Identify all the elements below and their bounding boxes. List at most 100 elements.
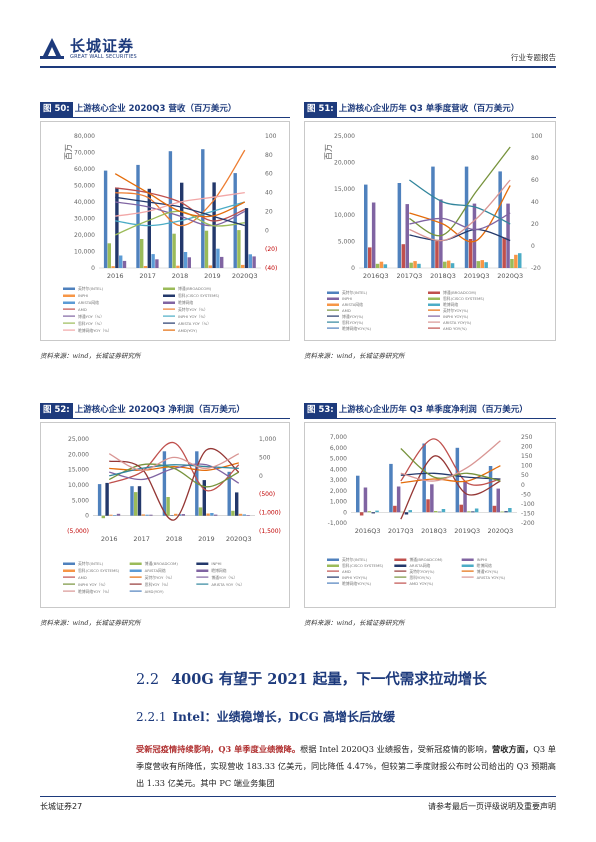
y-tick-label: 10,000 xyxy=(74,249,95,256)
legend-swatch xyxy=(394,558,407,561)
bar-s0-c2 xyxy=(431,166,435,268)
y2-tick-label: 0 xyxy=(259,473,263,480)
bar-s0-c1 xyxy=(389,463,393,513)
y2-tick-label: -150 xyxy=(521,510,535,517)
y-tick-label: 15,000 xyxy=(68,467,89,474)
legend-label: INPHI YOY（%） xyxy=(78,582,108,587)
y-tick-label: 20,000 xyxy=(68,451,89,458)
bar-s5-c3 xyxy=(474,508,479,513)
y-tick-label: 20,000 xyxy=(74,232,95,239)
legend-label: 英特尔YOY（%） xyxy=(178,307,208,312)
bar-s0-c4 xyxy=(488,466,493,513)
y-tick-label: 10,000 xyxy=(68,482,89,489)
bar-s3-c1 xyxy=(409,262,413,268)
bar-s5-c4 xyxy=(518,253,522,268)
legend-swatch xyxy=(196,583,209,585)
legend-swatch xyxy=(327,309,339,311)
legend-swatch xyxy=(63,329,75,331)
bar-s0-c1 xyxy=(136,164,140,268)
bar-s0-c0 xyxy=(364,184,368,268)
bar-s1-c3 xyxy=(198,507,203,516)
y2-tick-label: 100 xyxy=(265,133,277,140)
legend-swatch xyxy=(327,321,339,323)
legend-label: 博通(BROADCOM) xyxy=(409,557,443,562)
subsection-title: Intel：业绩稳增长，DCG 高增长后放缓 xyxy=(172,710,396,724)
bar-s5-c0 xyxy=(375,510,379,513)
bar-s0-c2 xyxy=(422,443,426,513)
y2-tick-label: 100 xyxy=(531,133,543,140)
bar-s4-c3 xyxy=(480,260,484,268)
figure-50-tag: 图 50: xyxy=(40,102,73,117)
bar-s0-c2 xyxy=(168,151,173,268)
legend-swatch xyxy=(63,590,75,592)
y2-tick-label: (40) xyxy=(265,265,277,272)
legend-label: 瞻博网络YOY（%） xyxy=(78,328,112,333)
y-tick-label: 5,000 xyxy=(72,497,89,504)
bar-s0-c0 xyxy=(97,484,102,516)
bar-s2-c0 xyxy=(111,266,115,268)
legend-swatch xyxy=(327,564,339,567)
legend-swatch xyxy=(428,297,440,300)
y-axis-label: 百万 xyxy=(64,144,73,160)
x-tick-label: 2017 xyxy=(139,272,156,280)
y2-tick-label: (20) xyxy=(265,246,277,253)
bar-s4-c2 xyxy=(446,260,451,268)
legend-swatch xyxy=(163,301,175,304)
bar-s3-c0 xyxy=(115,187,119,268)
y2-tick-label: (500) xyxy=(259,491,275,498)
legend-swatch xyxy=(196,576,209,578)
y2-tick-label: 40 xyxy=(265,190,273,197)
x-tick-label: 2017Q3 xyxy=(397,272,423,280)
legend-label: AMD YOY(%) xyxy=(409,581,433,586)
bar-s1-c0 xyxy=(101,515,105,519)
legend-swatch xyxy=(394,564,407,567)
legend-swatch xyxy=(163,294,175,297)
y-tick-label: 7,000 xyxy=(330,434,347,441)
y2-tick-label: 200 xyxy=(521,444,533,451)
bar-s3-c4 xyxy=(244,208,249,268)
y-tick-label: 25,000 xyxy=(68,436,89,443)
bar-s4-c4 xyxy=(504,511,508,513)
y-tick-label: 50,000 xyxy=(74,183,95,190)
legend-swatch xyxy=(63,583,75,585)
bar-s5-c2 xyxy=(450,263,455,268)
legend-label: 英特尔YOY（%） xyxy=(145,575,175,580)
bar-s4-c4 xyxy=(514,254,518,268)
x-tick-label: 2019Q3 xyxy=(464,272,490,280)
y2-tick-label: 80 xyxy=(531,155,539,162)
bar-s2-c0 xyxy=(371,202,376,268)
bar-s5-c2 xyxy=(181,514,185,516)
bar-s0-c4 xyxy=(227,471,231,516)
legend-swatch xyxy=(196,569,209,572)
y-tick-label: 40,000 xyxy=(74,199,95,206)
figure-51-title: 图 51: 上游核心企业历年 Q3 单季度营收（百万美元） xyxy=(304,101,556,118)
bar-s4-c2 xyxy=(183,252,188,268)
y-tick-label: 70,000 xyxy=(74,150,95,157)
legend-label: 思科(CISCO SYSTEMS) xyxy=(342,563,384,568)
yoy-line-5 xyxy=(115,196,245,227)
legend-swatch xyxy=(163,287,175,290)
yoy-line-1 xyxy=(409,185,511,243)
yoy-line-0 xyxy=(409,146,511,237)
legend-swatch xyxy=(163,329,175,331)
bar-s1-c2 xyxy=(172,233,176,268)
bar-s0-c0 xyxy=(103,170,108,268)
y-tick-label: 25,000 xyxy=(334,133,355,140)
legend-swatch xyxy=(394,582,407,584)
bar-s5-c1 xyxy=(155,259,159,268)
yoy-line-4 xyxy=(409,179,511,225)
bar-s2-c3 xyxy=(463,481,467,513)
yoy-line-3 xyxy=(400,472,501,480)
legend-label: 博通YOY（%） xyxy=(211,575,237,580)
legend-label: 瞻博网络 xyxy=(211,568,226,573)
legend-swatch xyxy=(327,576,339,578)
legend-swatch xyxy=(129,583,142,585)
bar-s5-c4 xyxy=(508,508,512,513)
y2-tick-label: -50 xyxy=(521,491,531,498)
legend-swatch xyxy=(461,558,474,561)
y2-tick-label: 50 xyxy=(521,472,529,479)
section-number: 2.2 xyxy=(136,672,160,688)
subsection-number: 2.2.1 xyxy=(136,710,167,724)
figure-50-title: 图 50: 上游核心企业 2020Q3 营收（百万美元） xyxy=(40,101,290,118)
bar-s1-c1 xyxy=(393,505,397,513)
